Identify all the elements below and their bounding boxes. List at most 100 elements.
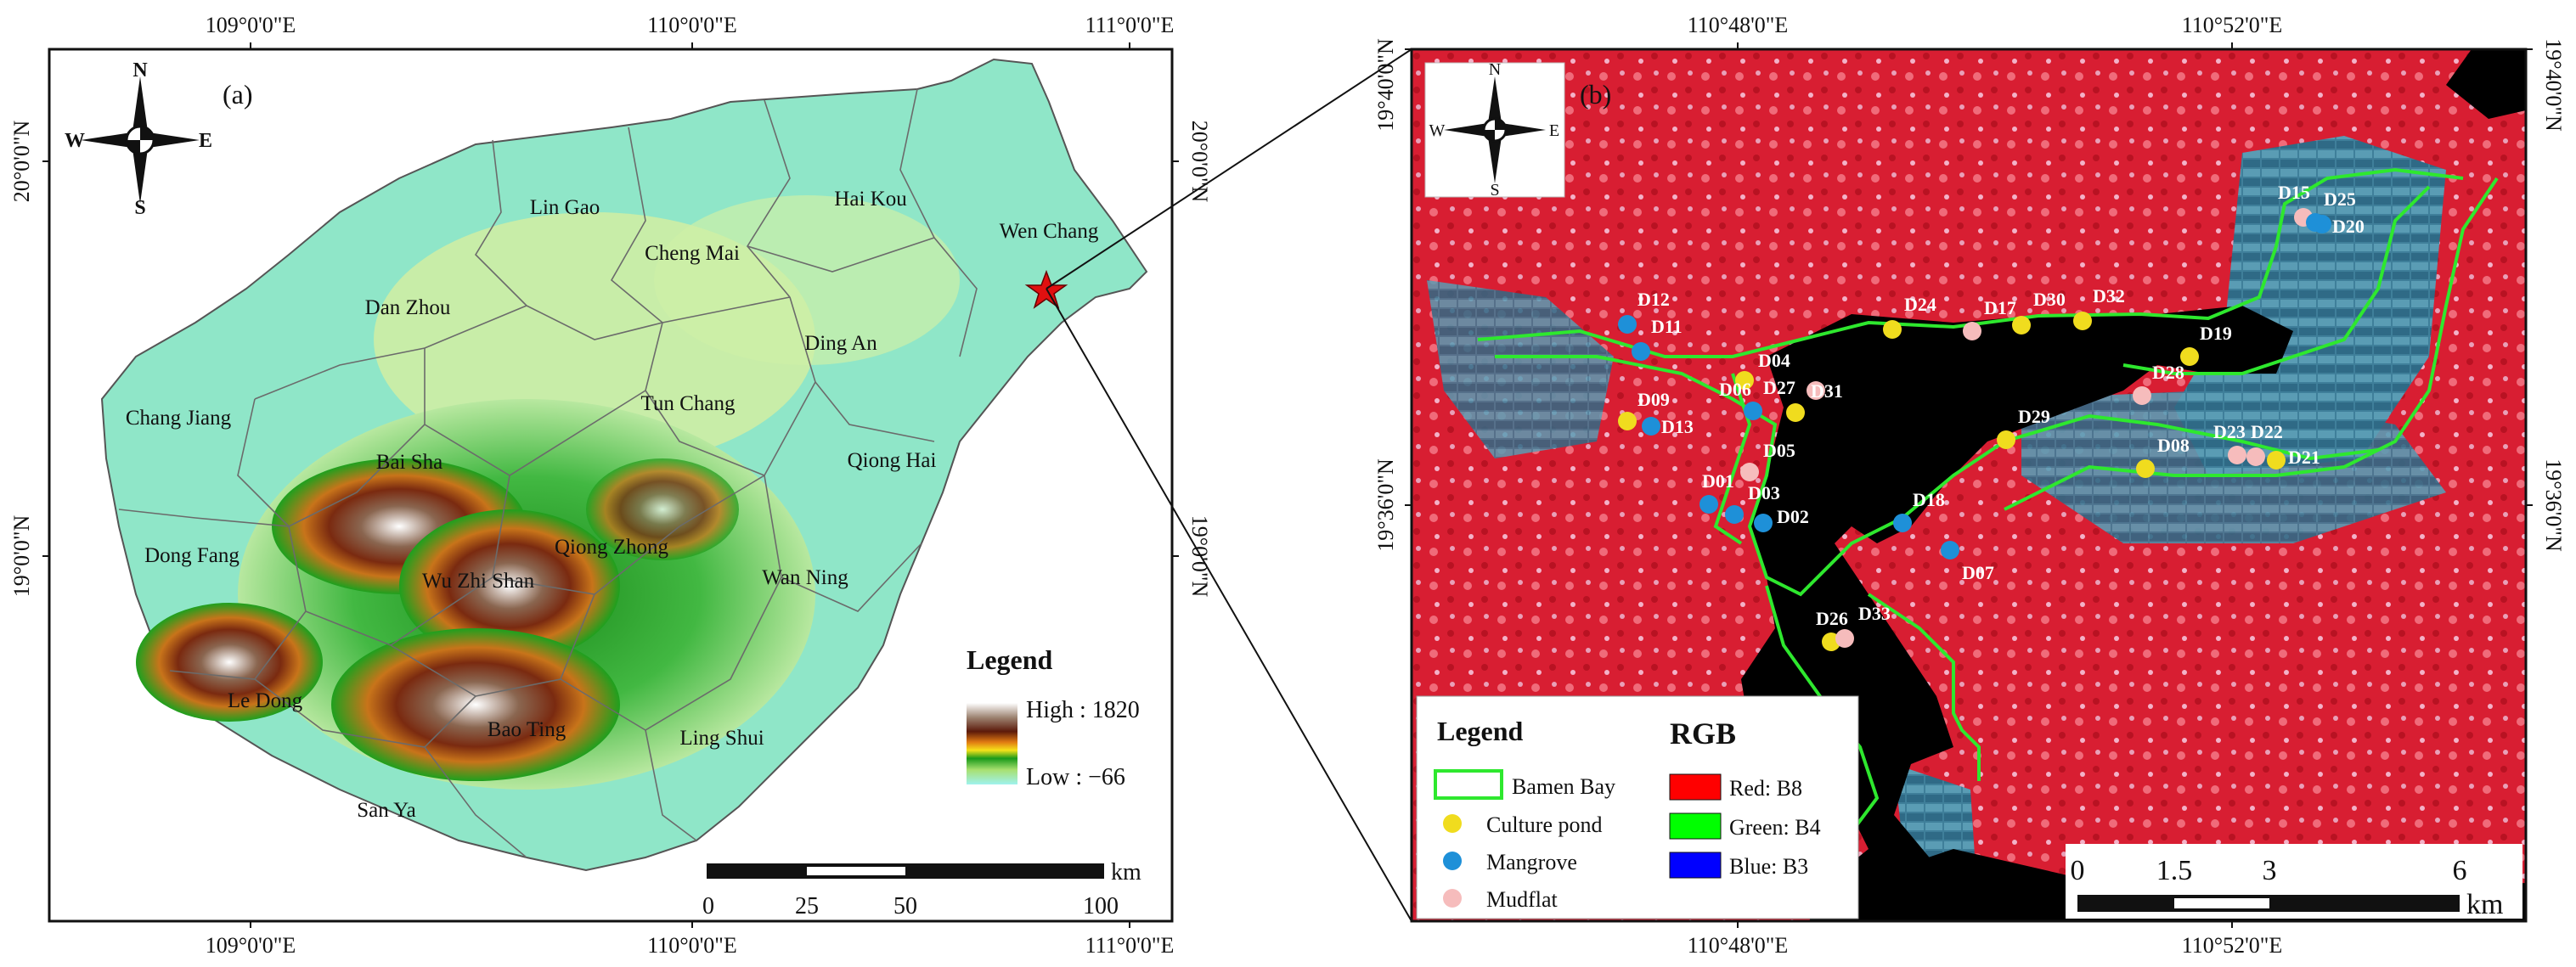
- site-label: D04: [1758, 350, 1790, 371]
- site-label: D19: [2200, 323, 2232, 344]
- panel-a-frame: [48, 48, 1174, 923]
- site-marker: [2267, 451, 2286, 469]
- tick-label: 110°0'0"E: [647, 13, 737, 37]
- tick-label: 109°0'0"E: [206, 13, 296, 37]
- region-label: Ling Shui: [679, 727, 764, 750]
- legend-mangrove: Mangrove: [1486, 850, 1577, 874]
- site-marker: [1835, 629, 1854, 648]
- site-marker: [1807, 381, 1825, 400]
- rgb-title: RGB: [1670, 717, 1736, 751]
- site-marker: [1997, 430, 2015, 449]
- site-label: D24: [1904, 294, 1936, 315]
- tick-label: 110°48'0"E: [1688, 933, 1789, 958]
- site-marker: [2012, 316, 2031, 335]
- compass-s: S: [1490, 181, 1499, 200]
- region-label: San Ya: [357, 799, 415, 822]
- region-labels: Lin Gao Cheng Mai Hai Kou Wen Chang Dan …: [126, 188, 1099, 822]
- region-label: Le Dong: [228, 689, 303, 712]
- site-marker: [2313, 215, 2331, 233]
- site-marker: [1699, 495, 1718, 514]
- hainan-map: [100, 58, 1148, 872]
- region-label: Qiong Hai: [848, 449, 937, 472]
- legend-culture: Culture pond: [1486, 812, 1603, 837]
- site-label: D12: [1637, 289, 1670, 310]
- satellite-image: D12 D11 D24 D17 D30 D32 D15 D25 D20 D19: [1412, 49, 2526, 921]
- county-boundaries: [118, 88, 978, 858]
- panel-a-left-ticks: 20°0'0"N 19°0'0"N: [9, 121, 34, 598]
- site-label: D30: [2033, 289, 2066, 310]
- scale-tick: 6: [2453, 855, 2467, 886]
- mangrove-icon: [1443, 852, 1462, 870]
- panel-b: D12 D11 D24 D17 D30 D32 D15 D25 D20 D19: [1373, 13, 2566, 958]
- site-label: D06: [1719, 379, 1751, 400]
- red-band-swatch: [1669, 773, 1722, 801]
- compass-w: W: [1429, 121, 1446, 140]
- tick-label: 19°36'0"N: [1373, 458, 1398, 552]
- panel-b-label: (b): [1580, 79, 1611, 110]
- aquaculture-ponds: [1427, 280, 1614, 458]
- region-label: Cheng Mai: [645, 242, 740, 265]
- tick-label: 110°52'0"E: [2182, 933, 2283, 958]
- region-label: Hai Kou: [834, 188, 907, 211]
- site-marker: [1963, 322, 1981, 340]
- panel-b-frame: [1410, 48, 2528, 923]
- mountain-wu-zhi-shan: [331, 628, 620, 781]
- site-marker: [1883, 320, 1902, 339]
- site-legend: Legend RGB Bamen Bay Culture pond Mangro…: [1416, 695, 1859, 919]
- site-label: D15: [2278, 182, 2310, 203]
- panel-a-tick-marks: [42, 42, 1179, 928]
- tick-label: 111°0'0"E: [1085, 13, 1175, 37]
- site-label: D09: [1637, 389, 1670, 410]
- site-label: D11: [1651, 316, 1683, 337]
- panel-b-bottom-ticks: 110°48'0"E 110°52'0"E: [1688, 933, 2283, 958]
- site-marker: [2246, 447, 2265, 466]
- aquaculture-ponds: [2174, 136, 2446, 475]
- site-label: D17: [1984, 297, 2016, 318]
- legend-title: Legend: [1437, 716, 1524, 746]
- site-label: D21: [2288, 447, 2320, 468]
- region-label: Tun Chang: [641, 392, 736, 415]
- legend-high: High : 1820: [1026, 697, 1140, 723]
- scale-tick: 1.5: [2156, 855, 2193, 886]
- site-marker: [1632, 342, 1650, 361]
- region-label: Dong Fang: [144, 544, 240, 567]
- scale-unit: km: [1111, 859, 1141, 885]
- tick-label: 111°0'0"E: [1085, 933, 1175, 958]
- site-marker: [1893, 514, 1912, 532]
- site-label: D25: [2324, 188, 2356, 210]
- region-label: Ding An: [804, 332, 877, 355]
- site-label: D20: [2332, 216, 2365, 237]
- legend-low: Low : −66: [1026, 764, 1125, 790]
- tick-label: 110°0'0"E: [647, 933, 737, 958]
- panel-b-tick-marks: [1405, 42, 2533, 928]
- compass-n: N: [132, 59, 148, 82]
- site-label: D22: [2251, 421, 2283, 442]
- scale-tick: 0: [702, 893, 714, 919]
- site-label: D33: [1858, 603, 1891, 624]
- scale-tick: 100: [1083, 893, 1119, 919]
- scale-unit: km: [2466, 889, 2503, 920]
- site-marker: [1618, 412, 1637, 430]
- compass-w: W: [65, 130, 85, 152]
- blue-band-swatch: [1669, 852, 1722, 879]
- site-label: D18: [1913, 489, 1945, 510]
- sample-sites: D12 D11 D24 D17 D30 D32 D15 D25 D20 D19: [1618, 182, 2365, 651]
- tick-label: 19°0'0"N: [1187, 515, 1212, 598]
- lowland-shading: [654, 195, 960, 365]
- elevation-color-ramp: [967, 703, 1017, 784]
- region-label: Qiong Zhong: [555, 536, 669, 559]
- scale-bar-b: 0 1.5 3 6 km: [2066, 844, 2522, 920]
- site-marker: [1786, 403, 1805, 422]
- mountain-qiong-zhong: [399, 509, 620, 662]
- tick-label: 19°36'0"N: [2541, 458, 2566, 552]
- site-marker: [1642, 417, 1660, 436]
- legend-title: Legend: [967, 644, 1053, 675]
- tick-label: 19°40'0"N: [1373, 38, 1398, 132]
- compass-e: E: [1549, 121, 1559, 140]
- compass-s: S: [134, 197, 145, 219]
- site-marker: [2136, 459, 2155, 478]
- site-label: D13: [1661, 416, 1694, 437]
- site-marker: [2073, 312, 2092, 330]
- tick-label: 110°52'0"E: [2182, 13, 2283, 37]
- mountain-tun-chang: [586, 458, 739, 560]
